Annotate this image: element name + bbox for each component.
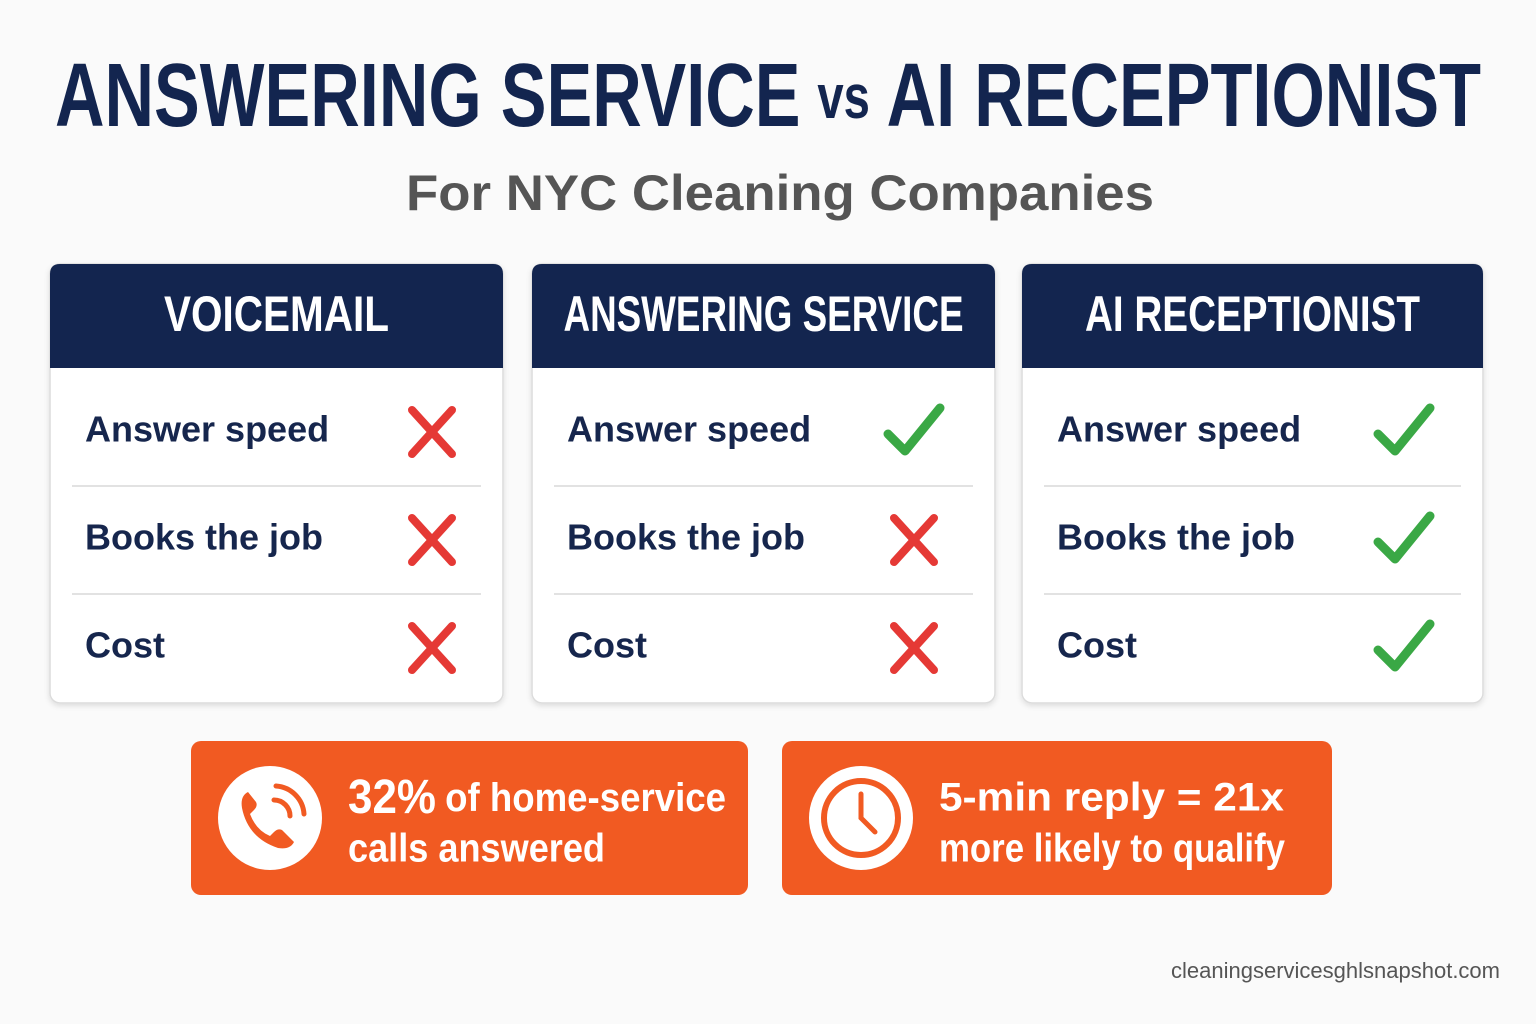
subtitle: For NYC Cleaning Companies <box>406 165 1154 221</box>
stat-line: 32%of home-service <box>348 771 726 824</box>
check-icon <box>1373 619 1435 672</box>
title-vs: vs <box>817 63 870 132</box>
check-icon <box>883 403 945 456</box>
card-header <box>532 264 995 368</box>
check-icon <box>1373 403 1435 456</box>
card-heading: AI RECEPTIONIST <box>1085 286 1420 342</box>
icon-circle <box>218 766 322 870</box>
row-label: Cost <box>85 625 165 666</box>
cross-stroke <box>408 514 456 566</box>
row-label: Books the job <box>567 517 805 558</box>
clock-hands <box>858 791 878 835</box>
card-heading: ANSWERING SERVICE <box>564 286 964 342</box>
cross-stroke <box>408 622 456 674</box>
row-label: Answer speed <box>1057 409 1301 450</box>
cross-icon <box>408 622 456 674</box>
clock-face <box>821 778 901 858</box>
row-label: Answer speed <box>85 409 329 450</box>
title: ANSWERING SERVICEvsAI RECEPTIONIST <box>55 46 1481 146</box>
cross-icon <box>408 406 456 458</box>
footer: cleaningservicesghlsnapshot.com <box>1171 958 1500 983</box>
cross-icon <box>890 514 938 566</box>
card-header <box>50 264 503 368</box>
stat-line: 5-min reply = 21x <box>939 776 1284 820</box>
comparison-card: ANSWERING SERVICE Answer speed Books the j… <box>531 263 996 704</box>
row-label: Cost <box>567 625 647 666</box>
comparison-card: VOICEMAIL Answer speed Books the job Cost <box>49 263 504 704</box>
row-label: Cost <box>1057 625 1137 666</box>
card-header <box>1022 264 1483 368</box>
card-heading: VOICEMAIL <box>164 286 389 342</box>
row-label: Books the job <box>1057 517 1295 558</box>
cross-stroke <box>890 622 938 674</box>
cross-icon <box>408 514 456 566</box>
stat-background <box>782 741 1332 895</box>
stat-card: 5-min reply = 21x more likely to qualify <box>782 741 1332 895</box>
stat-line: more likely to qualify <box>939 827 1286 871</box>
signal-wave <box>271 797 293 819</box>
check-icon <box>1373 511 1435 564</box>
stat-background <box>191 741 748 895</box>
stat-emphasis: 32% <box>348 771 436 824</box>
signal-wave <box>273 783 307 817</box>
cross-stroke <box>408 406 456 458</box>
stat-text: of home-service <box>445 776 726 820</box>
phone-icon <box>241 792 294 849</box>
row-label: Books the job <box>85 517 323 558</box>
stat-line: calls answered <box>348 827 605 871</box>
row-label: Answer speed <box>567 409 811 450</box>
comparison-card: AI RECEPTIONIST Answer speed Books the job… <box>1021 263 1484 704</box>
title-right: AI RECEPTIONIST <box>887 46 1481 146</box>
cross-stroke <box>890 514 938 566</box>
title-left: ANSWERING SERVICE <box>55 46 801 146</box>
cross-icon <box>890 622 938 674</box>
